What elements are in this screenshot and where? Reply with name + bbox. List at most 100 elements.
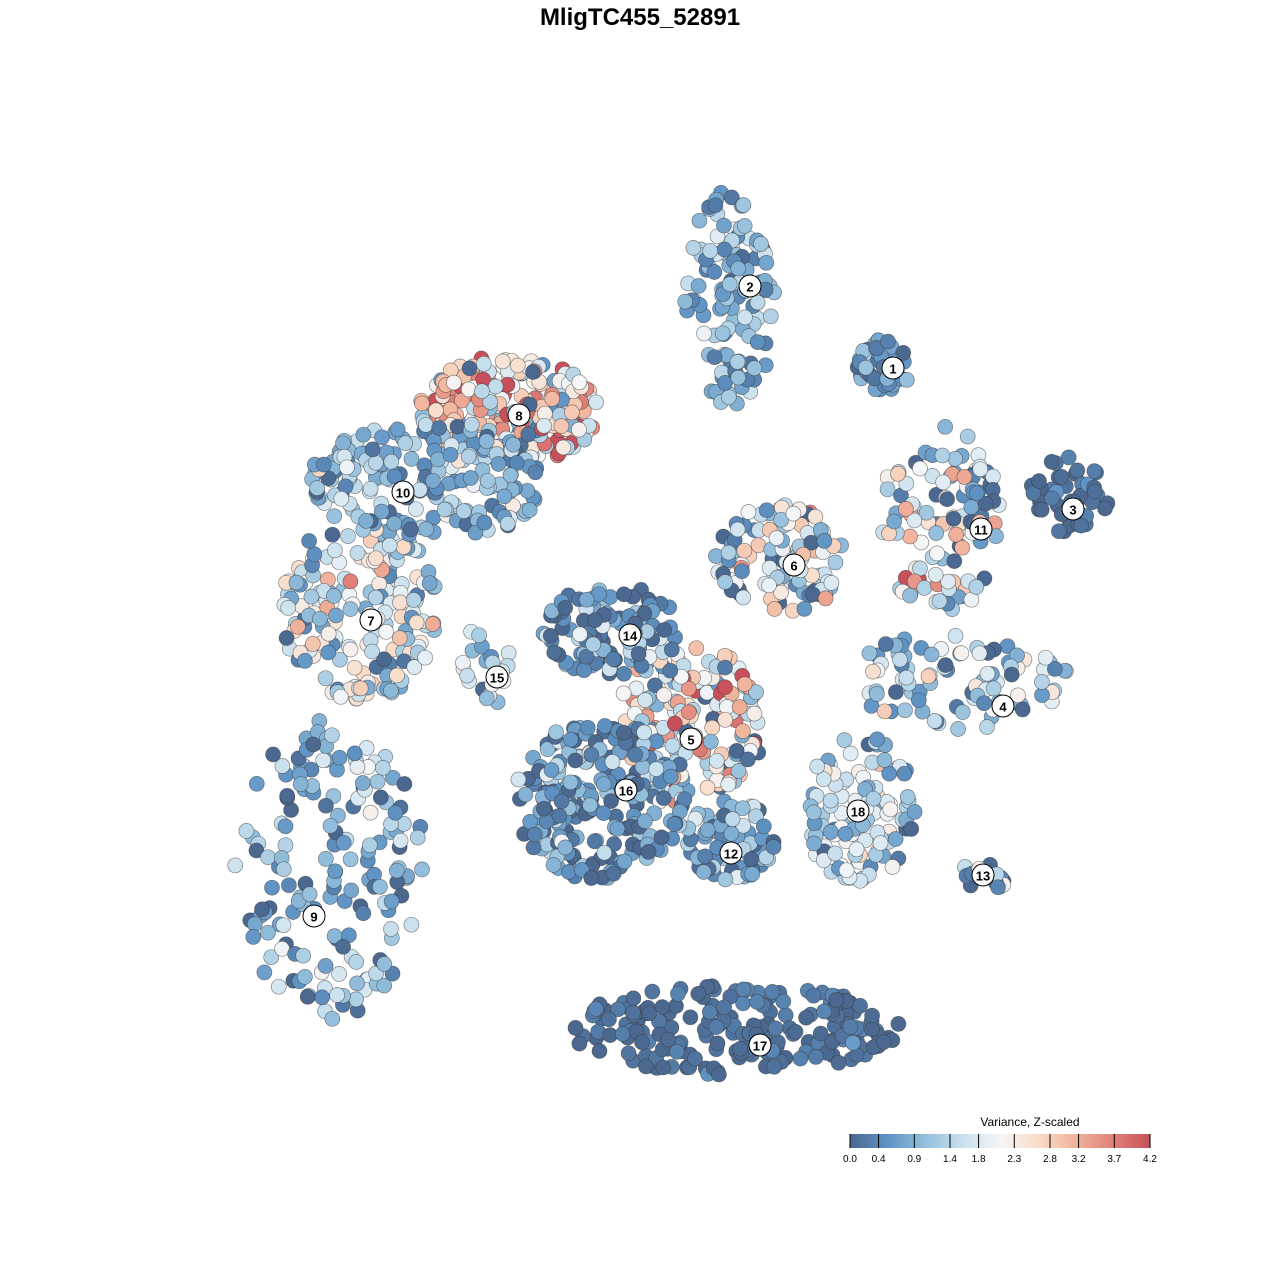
cell-point — [875, 1034, 892, 1050]
cluster-label-17: 17 — [748, 1033, 772, 1057]
cell-point — [320, 625, 337, 642]
legend-tick-label: 0.9 — [907, 1154, 921, 1165]
cell-point — [304, 636, 321, 652]
cluster-label-1: 1 — [881, 356, 905, 380]
cell-point — [701, 1004, 718, 1020]
cell-point — [445, 374, 462, 391]
cell-point — [717, 574, 733, 590]
cell-point — [290, 618, 306, 635]
cell-point — [758, 254, 775, 271]
cell-point — [711, 1066, 727, 1083]
cell-point — [823, 575, 840, 591]
cell-point — [254, 901, 270, 918]
cell-point — [884, 859, 901, 875]
cell-point — [603, 793, 619, 809]
cell-point — [278, 630, 295, 646]
cell-point — [861, 645, 878, 662]
cell-point — [368, 550, 384, 567]
cluster-label-text: 4 — [999, 700, 1007, 715]
cell-point — [349, 975, 365, 992]
cluster-label-text: 14 — [623, 629, 638, 644]
cell-point — [579, 719, 596, 736]
cell-point — [882, 801, 899, 818]
cell-point — [585, 636, 602, 653]
cell-point — [721, 276, 738, 293]
cell-point — [614, 1026, 631, 1042]
cell-point — [842, 1018, 859, 1035]
legend-tick-label: 1.8 — [972, 1154, 986, 1165]
cell-point — [499, 515, 516, 532]
cell-point — [449, 418, 466, 435]
cell-point — [616, 586, 632, 603]
cell-point — [295, 947, 312, 964]
cell-point — [383, 921, 399, 937]
cell-point — [937, 418, 954, 435]
cluster-label-marker — [391, 480, 415, 504]
cell-point — [1069, 462, 1086, 479]
cell-point — [306, 546, 323, 562]
cell-point — [342, 851, 359, 868]
cell-point — [948, 526, 964, 543]
cell-point — [1044, 490, 1060, 507]
cell-point — [455, 503, 472, 520]
cell-point — [265, 746, 281, 763]
cell-point — [809, 758, 826, 775]
cell-point — [571, 421, 587, 438]
cell-point — [879, 481, 896, 498]
cluster-label-text: 8 — [515, 409, 522, 424]
cell-point — [317, 670, 334, 687]
cell-point — [902, 587, 918, 604]
cell-point — [637, 692, 654, 708]
cell-point — [687, 1050, 703, 1067]
cell-point — [460, 448, 477, 465]
cell-point — [880, 333, 896, 350]
cell-point — [898, 372, 915, 388]
cell-point — [906, 804, 923, 820]
cell-point — [748, 684, 764, 701]
cell-point — [322, 817, 339, 834]
cell-point — [812, 1025, 829, 1042]
cell-point — [369, 773, 386, 790]
cell-point — [408, 501, 424, 518]
cell-point — [587, 612, 603, 629]
cell-point — [270, 978, 287, 995]
cell-point — [264, 879, 280, 896]
cell-point — [275, 861, 292, 878]
cell-point — [260, 849, 276, 866]
cell-point — [845, 1034, 861, 1051]
cell-point — [746, 705, 763, 722]
cell-point — [737, 309, 753, 326]
cluster-label-marker — [719, 841, 743, 865]
legend-tick-label: 0.4 — [872, 1154, 886, 1165]
cell-point — [1043, 453, 1060, 470]
cell-point — [837, 826, 854, 842]
cell-point — [544, 390, 561, 407]
cell-point — [616, 853, 633, 870]
cell-point — [827, 845, 843, 862]
cell-point — [392, 594, 408, 611]
cell-point — [376, 956, 393, 972]
cell-point — [918, 504, 935, 521]
cell-point — [349, 759, 366, 775]
cell-point — [475, 355, 492, 372]
cell-point — [275, 917, 292, 934]
cell-point — [732, 1040, 749, 1057]
cell-point — [702, 242, 719, 259]
cell-point — [355, 905, 372, 922]
cell-point — [309, 480, 325, 496]
cell-point — [376, 977, 393, 994]
cell-point — [583, 746, 600, 763]
cell-point — [609, 820, 626, 837]
chart-title: MligTC455_52891 — [539, 4, 741, 31]
cell-point — [717, 679, 733, 696]
cell-point — [852, 997, 868, 1014]
cell-point — [397, 435, 414, 452]
cell-point — [734, 563, 750, 580]
cell-point — [680, 680, 697, 697]
cell-point — [327, 542, 343, 559]
legend-tick-label: 4.2 — [1143, 1154, 1157, 1165]
cell-point — [766, 1058, 783, 1075]
cell-point — [392, 832, 409, 849]
cell-point — [690, 278, 707, 294]
cell-point — [520, 426, 537, 443]
